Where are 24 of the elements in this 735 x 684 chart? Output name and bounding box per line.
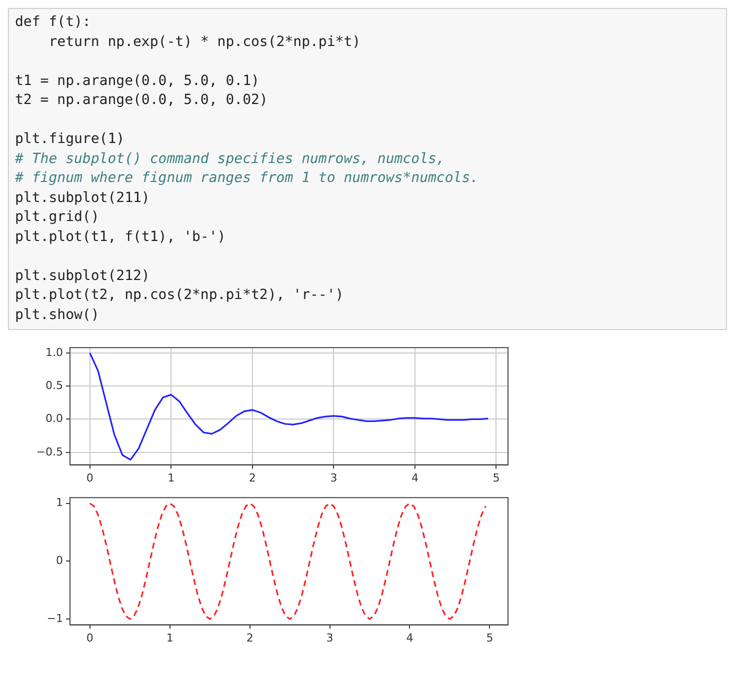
y-tick-label: 0 bbox=[56, 554, 63, 568]
x-tick-label: 0 bbox=[86, 471, 94, 484]
x-tick-label: 1 bbox=[166, 631, 174, 644]
text: t1 = np.arange(0.0, 5.0, 0.1) t2 = np.arange(0.0, 5.0, 0.02) bbox=[15, 72, 269, 110]
y-tick-label: −0.5 bbox=[36, 445, 63, 458]
y-tick-label: 1.0 bbox=[46, 346, 63, 359]
y-tick-label: 0.5 bbox=[46, 378, 63, 392]
x-tick-label: 1 bbox=[168, 471, 175, 484]
x-tick-label: 4 bbox=[406, 631, 414, 644]
x-tick-label: 3 bbox=[330, 471, 338, 484]
x-tick-label: 5 bbox=[486, 631, 494, 644]
x-tick-label: 0 bbox=[86, 631, 94, 644]
text: def f(t): return np.exp(-t) * np.cos(2*np.pi*t) bbox=[15, 13, 362, 52]
x-tick-label: 5 bbox=[492, 471, 500, 484]
y-tick-label: 0.0 bbox=[46, 412, 63, 426]
text: plt.figure(1) # The subplot() command specifies numrows, numcols, # fignum where fignum ranges from 1 to numrows*numcols. plt.subplot(211) plt.grid() plt.plot(t1, f(t1), 'b-') bbox=[15, 130, 480, 246]
x-tick-label: 2 bbox=[246, 631, 254, 644]
line-series bbox=[89, 502, 486, 620]
x-tick-label: 4 bbox=[411, 471, 418, 484]
y-tick-label: 1 bbox=[56, 496, 63, 510]
text: plt.subplot(212) plt.plot(t2, np.cos(2*np.pi*t2), 'r--') plt.show() bbox=[15, 266, 345, 324]
x-tick-label: 3 bbox=[326, 631, 334, 644]
x-tick-label: 2 bbox=[248, 471, 256, 484]
y-tick-label: −1 bbox=[46, 612, 63, 625]
